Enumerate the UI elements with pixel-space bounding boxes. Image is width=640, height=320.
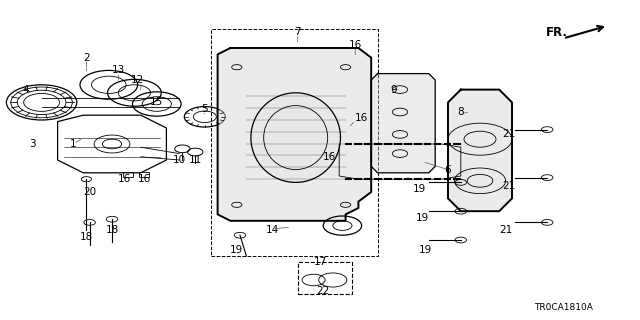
Text: 9: 9	[390, 84, 397, 95]
Polygon shape	[371, 74, 435, 173]
Text: 19: 19	[230, 244, 243, 255]
Text: 17: 17	[314, 257, 326, 268]
Bar	[298, 262, 352, 294]
Text: 22: 22	[317, 286, 330, 296]
Text: 14: 14	[266, 225, 278, 236]
Text: 21: 21	[502, 129, 515, 140]
Ellipse shape	[251, 93, 340, 182]
Text: 21: 21	[502, 180, 515, 191]
Bar	[123, 172, 133, 177]
Text: 18: 18	[106, 225, 118, 236]
Bar	[211, 29, 378, 256]
Text: 18: 18	[80, 232, 93, 242]
Text: 16: 16	[323, 152, 336, 162]
Text: 13: 13	[112, 65, 125, 76]
Text: 20: 20	[83, 187, 96, 197]
Text: 12: 12	[131, 75, 144, 85]
Text: 16: 16	[355, 113, 368, 124]
Text: 7: 7	[294, 27, 301, 37]
Text: 21: 21	[499, 225, 512, 236]
Text: 4: 4	[22, 84, 29, 95]
Text: 16: 16	[349, 40, 362, 50]
Text: 8: 8	[458, 107, 464, 117]
Text: FR.: FR.	[546, 26, 568, 38]
Text: 3: 3	[29, 139, 35, 149]
Text: 19: 19	[419, 244, 432, 255]
Text: TR0CA1810A: TR0CA1810A	[534, 303, 593, 312]
Text: 2: 2	[83, 52, 90, 63]
Text: 19: 19	[413, 184, 426, 194]
Bar	[139, 172, 149, 177]
Polygon shape	[218, 48, 371, 221]
Polygon shape	[448, 90, 512, 211]
Text: 6: 6	[445, 164, 451, 175]
Text: 16: 16	[118, 174, 131, 184]
Text: 19: 19	[416, 212, 429, 223]
Text: 10: 10	[173, 155, 186, 165]
Text: 1: 1	[70, 139, 77, 149]
Text: 16: 16	[138, 174, 150, 184]
Text: 11: 11	[189, 155, 202, 165]
Text: 15: 15	[150, 97, 163, 108]
Text: 5: 5	[202, 104, 208, 114]
